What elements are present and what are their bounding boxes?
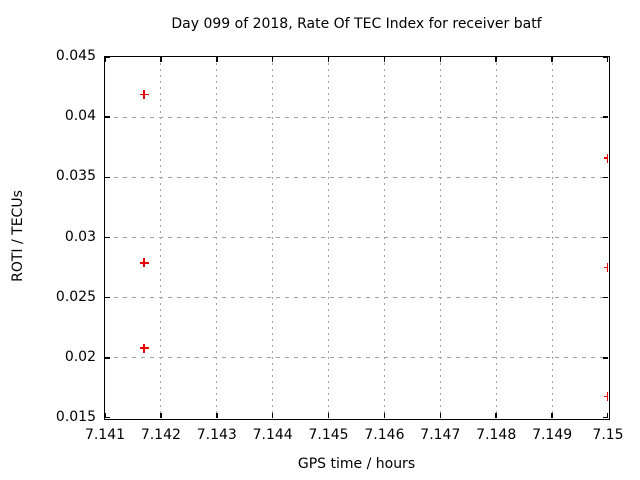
y-tick-mark bbox=[603, 176, 608, 179]
y-tick-mark bbox=[105, 357, 110, 359]
x-tick-mark bbox=[383, 413, 386, 418]
x-tick-label: 7.144 bbox=[252, 427, 293, 443]
y-tick-mark bbox=[603, 417, 608, 418]
y-tick-mark bbox=[105, 296, 110, 299]
x-tick-label: 7.148 bbox=[476, 427, 517, 443]
y-tick-mark bbox=[603, 116, 608, 118]
x-axis-label: GPS time / hours bbox=[297, 456, 416, 472]
y-tick-label: 0.035 bbox=[55, 168, 96, 185]
x-tick-mark bbox=[216, 413, 218, 418]
y-tick-labels: 0.015 0.02 0.025 0.03 0.035 0.04 0.045 bbox=[0, 48, 96, 425]
data-point bbox=[603, 391, 608, 401]
y-tick-mark bbox=[603, 296, 608, 299]
x-tick-mark bbox=[327, 413, 330, 418]
x-tick-mark bbox=[495, 413, 497, 418]
y-tick-mark bbox=[105, 57, 110, 58]
x-tick-mark bbox=[439, 57, 442, 62]
x-tick-mark bbox=[105, 57, 106, 62]
y-tick-mark bbox=[603, 57, 608, 58]
gridline-horizontal bbox=[105, 237, 608, 238]
data-point bbox=[603, 263, 608, 273]
y-tick-label: 0.025 bbox=[55, 288, 96, 305]
data-point bbox=[139, 258, 149, 268]
x-tick-label: 7.149 bbox=[532, 427, 573, 443]
x-tick-mark bbox=[105, 413, 106, 418]
y-tick-label: 0.02 bbox=[64, 348, 96, 365]
x-tick-mark bbox=[160, 413, 162, 418]
x-tick-mark bbox=[607, 413, 608, 418]
data-point bbox=[139, 89, 149, 99]
data-point bbox=[139, 343, 149, 353]
x-tick-labels: 7.141 7.142 7.143 7.144 7.145 7.146 7.147 7.148… bbox=[85, 427, 624, 445]
plot-area bbox=[105, 57, 608, 418]
gridline-horizontal bbox=[105, 116, 608, 118]
gridline-horizontal bbox=[105, 297, 608, 299]
x-tick-mark bbox=[271, 413, 274, 418]
x-tick-mark bbox=[271, 57, 274, 62]
x-tick-label: 7.143 bbox=[196, 427, 237, 443]
y-tick-label: 0.04 bbox=[64, 108, 96, 125]
y-tick-mark bbox=[603, 357, 608, 359]
y-tick-mark bbox=[105, 236, 110, 239]
x-tick-mark bbox=[551, 413, 553, 418]
y-tick-label: 0.045 bbox=[55, 48, 96, 64]
x-tick-label: 7.146 bbox=[364, 427, 405, 443]
x-tick-mark bbox=[607, 57, 608, 62]
x-tick-mark bbox=[383, 57, 386, 62]
x-tick-mark bbox=[439, 413, 442, 418]
y-tick-label: 0.03 bbox=[64, 228, 96, 245]
x-tick-label: 7.15 bbox=[592, 427, 624, 443]
x-tick-label: 7.145 bbox=[308, 427, 349, 443]
x-tick-mark bbox=[327, 57, 330, 62]
gridline-horizontal bbox=[105, 176, 608, 178]
x-tick-label: 7.147 bbox=[420, 427, 461, 443]
y-tick-mark bbox=[105, 116, 110, 118]
y-tick-mark bbox=[603, 236, 608, 239]
x-tick-label: 7.142 bbox=[140, 427, 181, 443]
x-tick-mark bbox=[160, 57, 162, 62]
x-tick-label: 7.141 bbox=[84, 427, 126, 443]
x-tick-mark bbox=[495, 57, 497, 62]
x-tick-mark bbox=[216, 57, 218, 62]
gridline-horizontal bbox=[105, 357, 608, 359]
chart-title: Day 099 of 2018, Rate Of TEC Index for r… bbox=[171, 16, 542, 32]
x-tick-mark bbox=[551, 57, 553, 62]
y-tick-mark bbox=[105, 417, 110, 418]
data-point bbox=[603, 153, 608, 163]
y-tick-mark bbox=[105, 176, 110, 179]
y-tick-label: 0.015 bbox=[55, 409, 96, 425]
